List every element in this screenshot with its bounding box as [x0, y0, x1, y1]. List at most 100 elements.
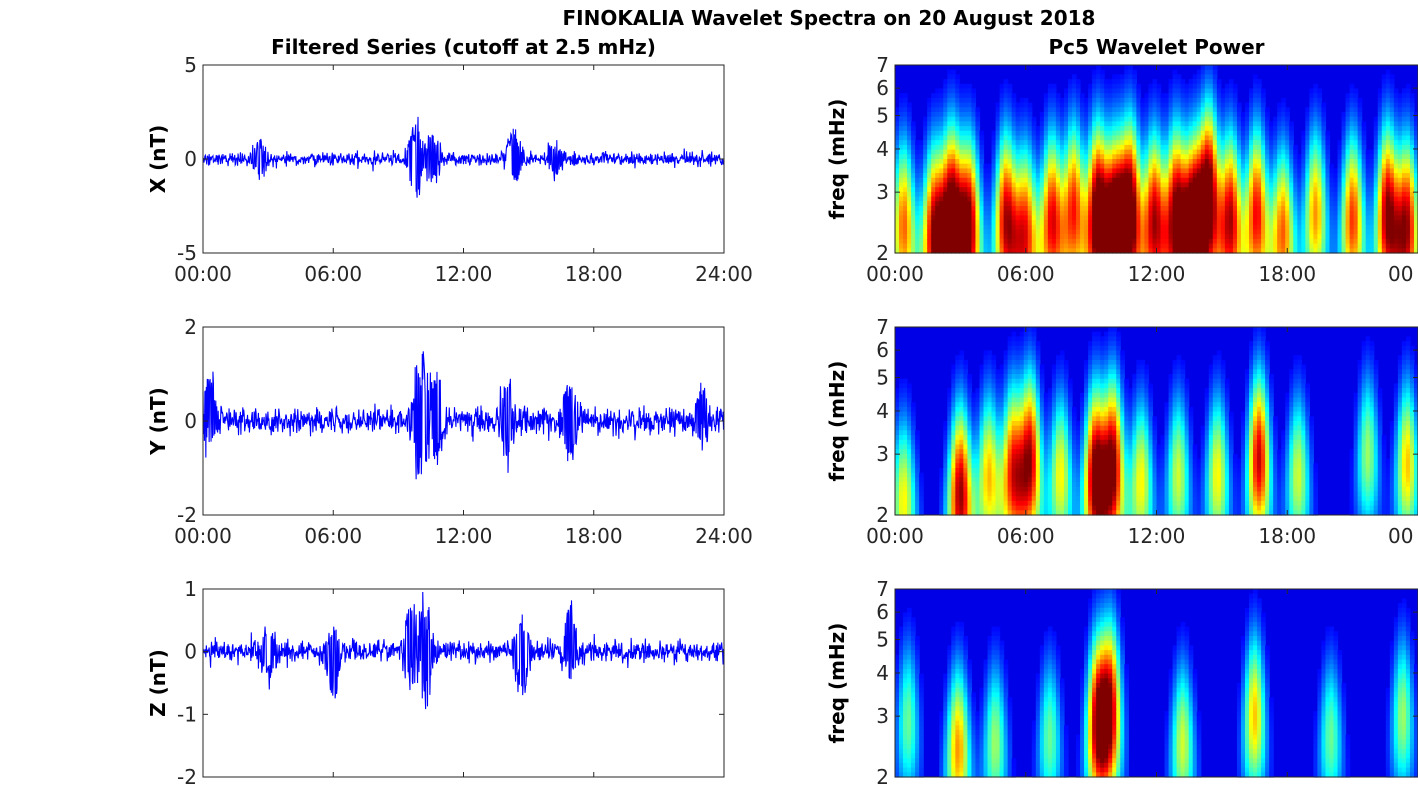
heatmap-cell — [1317, 159, 1323, 165]
heatmap-cell — [1281, 182, 1286, 188]
heatmap-cell — [1007, 83, 1013, 90]
heatmap-cell — [947, 505, 952, 511]
heatmap-cell — [927, 121, 932, 127]
heatmap-cell — [911, 144, 916, 151]
heatmap-cell — [943, 121, 948, 127]
heatmap-cell — [1357, 112, 1363, 118]
heatmap-cell — [947, 406, 952, 413]
heatmap-cell — [931, 144, 936, 151]
heatmap-cell — [1397, 126, 1403, 132]
heatmap-cell — [1361, 163, 1367, 169]
heatmap-cell — [1353, 102, 1359, 108]
heatmap-cell — [1112, 191, 1117, 198]
heatmap-cell — [1072, 173, 1077, 179]
heatmap-cell — [1108, 79, 1113, 85]
heatmap-cell — [1293, 154, 1298, 160]
heatmap-cell — [1027, 107, 1033, 113]
heatmap-cell — [1196, 116, 1202, 122]
heatmap-cell — [983, 402, 989, 408]
heatmap-cell — [907, 416, 912, 422]
heatmap-cell — [1341, 224, 1347, 231]
heatmap-cell — [1317, 229, 1323, 235]
heatmap-cell — [915, 159, 920, 165]
heatmap-cell — [1281, 177, 1286, 184]
heatmap-cell — [1096, 220, 1101, 226]
heatmap-cell — [971, 402, 977, 408]
heatmap-cell — [1132, 173, 1137, 179]
heatmap-cell — [1393, 210, 1399, 216]
heatmap-cell — [907, 406, 912, 413]
heatmap-cell — [1369, 149, 1375, 155]
heatmap-cell — [1317, 88, 1323, 94]
heatmap-cell — [955, 163, 960, 169]
heatmap-cell — [995, 191, 1001, 198]
heatmap-cell — [899, 206, 904, 212]
heatmap-cell — [947, 88, 952, 94]
heatmap-cell — [983, 173, 989, 179]
heatmap-cell — [899, 177, 904, 184]
heatmap-cell — [1184, 88, 1190, 94]
heatmap-cell — [1156, 97, 1162, 104]
heatmap-cell — [1200, 159, 1206, 165]
heatmap-cell — [939, 468, 944, 474]
heatmap-cell — [1144, 140, 1150, 146]
heatmap-cell — [1345, 238, 1351, 245]
heatmap-cell — [911, 468, 916, 474]
heatmap-cell — [923, 177, 928, 184]
heatmap-cell — [1204, 126, 1210, 132]
heatmap-cell — [1200, 243, 1206, 249]
heatmap-cell — [963, 388, 969, 394]
heatmap-cell — [1051, 187, 1057, 193]
heatmap-cell — [947, 439, 952, 446]
heatmap-cell — [1297, 248, 1302, 254]
heatmap-cell — [1349, 224, 1355, 231]
heatmap-cell — [895, 238, 900, 245]
heatmap-cell — [959, 430, 964, 436]
heatmap-cell — [983, 468, 989, 474]
heatmap-cell — [899, 93, 904, 99]
heatmap-cell — [1297, 215, 1302, 221]
heatmap-cell — [1309, 102, 1314, 108]
heatmap-cell — [1349, 248, 1355, 254]
heatmap-cell — [1409, 177, 1415, 184]
heatmap-cell — [1015, 112, 1021, 118]
heatmap-cell — [1273, 159, 1278, 165]
heatmap-cell — [1208, 88, 1214, 94]
heatmap-cell — [1204, 215, 1210, 221]
heatmap-cell — [1096, 154, 1101, 160]
heatmap-cell — [1148, 149, 1154, 155]
heatmap-cell — [963, 83, 969, 90]
heatmap-cell — [1341, 130, 1347, 137]
heatmap-cell — [935, 135, 940, 141]
heatmap-cell — [1180, 163, 1186, 169]
heatmap-cell — [935, 173, 940, 179]
heatmap-cell — [1164, 215, 1170, 221]
heatmap-cell — [1003, 229, 1009, 235]
heatmap-cell — [991, 177, 997, 184]
heatmap-cell — [991, 149, 997, 155]
heatmap-cell — [1212, 196, 1218, 202]
heatmap-cell — [1084, 168, 1089, 174]
heatmap-cell — [1212, 201, 1218, 207]
heatmap-cell — [1409, 173, 1415, 179]
heatmap-cell — [1208, 243, 1214, 249]
heatmap-cell — [1385, 201, 1391, 207]
heatmap-cell — [1168, 177, 1174, 184]
heatmap-cell — [1007, 196, 1013, 202]
heatmap-cell — [951, 496, 956, 502]
heatmap-cell — [1413, 121, 1418, 127]
heatmap-cell — [1176, 83, 1182, 90]
heatmap-cell — [1100, 83, 1105, 90]
heatmap-cell — [1188, 149, 1194, 155]
heatmap-cell — [1228, 116, 1234, 122]
heatmap-cell — [1305, 182, 1310, 188]
heatmap-cell — [1172, 201, 1178, 207]
heatmap-cell — [1148, 97, 1154, 104]
heatmap-cell — [983, 177, 989, 184]
heatmap-cell — [1003, 154, 1009, 160]
heatmap-cell — [1023, 163, 1029, 169]
heatmap-cell — [1357, 126, 1363, 132]
heatmap-cell — [1393, 201, 1399, 207]
heatmap-cell — [951, 121, 956, 127]
heatmap-cell — [1253, 196, 1258, 202]
